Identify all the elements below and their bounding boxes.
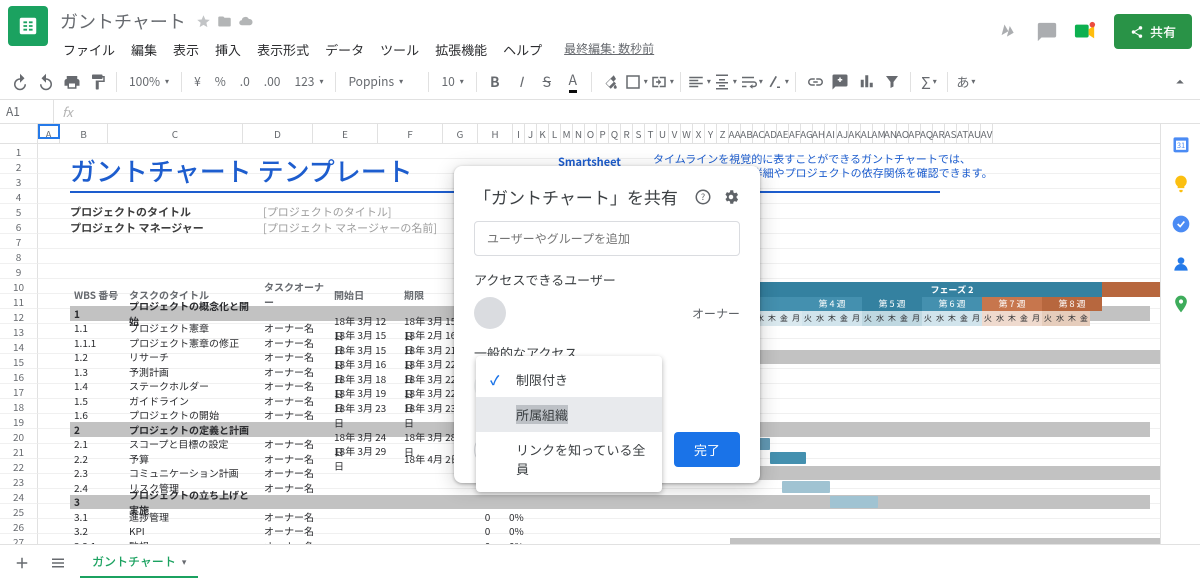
done-button[interactable]: 完了: [674, 432, 740, 467]
owner-row: オーナー: [474, 297, 740, 329]
dropdown-item-anyone[interactable]: リンクを知っている全員: [476, 432, 662, 486]
dropdown-item-restricted[interactable]: 制限付き: [476, 362, 662, 397]
access-scope-dropdown: 制限付き 所属組織 リンクを知っている全員: [476, 356, 662, 492]
svg-text:?: ?: [701, 190, 705, 203]
owner-role-label: オーナー: [692, 305, 740, 322]
access-header: アクセスできるユーザー: [474, 270, 740, 289]
owner-avatar: [474, 297, 506, 329]
dropdown-item-org[interactable]: 所属組織: [476, 397, 662, 432]
settings-icon[interactable]: [722, 188, 740, 206]
share-people-input[interactable]: [474, 221, 740, 256]
help-icon[interactable]: ?: [694, 188, 712, 206]
dialog-title: 「ガントチャート」を共有: [474, 184, 684, 209]
